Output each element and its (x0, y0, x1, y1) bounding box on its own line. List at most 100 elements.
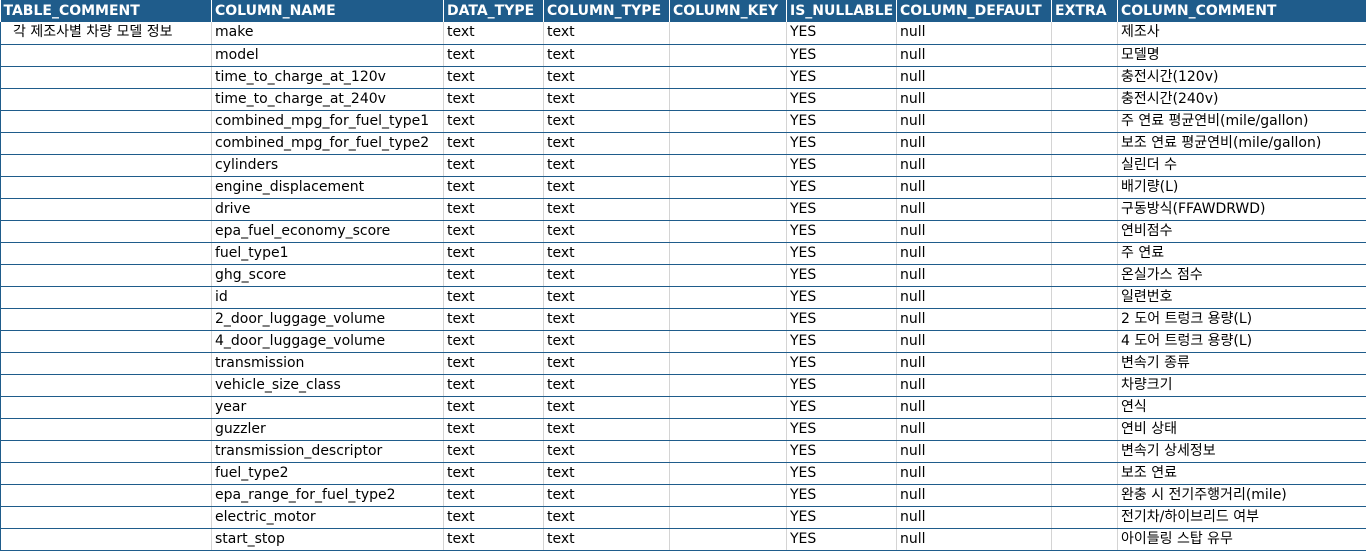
is-nullable-cell[interactable]: YES (787, 440, 897, 462)
column-comment-cell[interactable]: 제조사 (1118, 22, 1366, 44)
column-name-cell[interactable]: electric_motor (212, 506, 444, 528)
column-name-cell[interactable]: engine_displacement (212, 176, 444, 198)
column-name-cell[interactable]: combined_mpg_for_fuel_type2 (212, 132, 444, 154)
column-default-cell[interactable]: null (897, 132, 1052, 154)
table-comment-cell[interactable] (1, 44, 212, 66)
column-key-cell[interactable] (670, 352, 787, 374)
column-name-cell[interactable]: 4_door_luggage_volume (212, 330, 444, 352)
header-column-comment[interactable]: COLUMN_COMMENT (1118, 0, 1366, 22)
column-type-cell[interactable]: text (544, 176, 670, 198)
column-name-cell[interactable]: cylinders (212, 154, 444, 176)
column-default-cell[interactable]: null (897, 44, 1052, 66)
column-comment-cell[interactable]: 배기량(L) (1118, 176, 1366, 198)
column-comment-cell[interactable]: 주 연료 (1118, 242, 1366, 264)
column-key-cell[interactable] (670, 440, 787, 462)
column-comment-cell[interactable]: 완충 시 전기주행거리(mile) (1118, 484, 1366, 506)
column-default-cell[interactable]: null (897, 418, 1052, 440)
column-key-cell[interactable] (670, 22, 787, 44)
column-name-cell[interactable]: year (212, 396, 444, 418)
is-nullable-cell[interactable]: YES (787, 396, 897, 418)
column-key-cell[interactable] (670, 154, 787, 176)
is-nullable-cell[interactable]: YES (787, 154, 897, 176)
header-column-name[interactable]: COLUMN_NAME (212, 0, 444, 22)
column-default-cell[interactable]: null (897, 528, 1052, 550)
column-default-cell[interactable]: null (897, 264, 1052, 286)
column-comment-cell[interactable]: 보조 연료 (1118, 462, 1366, 484)
table-comment-cell[interactable] (1, 440, 212, 462)
extra-cell[interactable] (1052, 484, 1118, 506)
column-name-cell[interactable]: epa_range_for_fuel_type2 (212, 484, 444, 506)
table-comment-cell[interactable] (1, 66, 212, 88)
column-type-cell[interactable]: text (544, 264, 670, 286)
column-default-cell[interactable]: null (897, 506, 1052, 528)
extra-cell[interactable] (1052, 22, 1118, 44)
column-name-cell[interactable]: id (212, 286, 444, 308)
column-default-cell[interactable]: null (897, 88, 1052, 110)
extra-cell[interactable] (1052, 462, 1118, 484)
data-type-cell[interactable]: text (444, 242, 544, 264)
column-comment-cell[interactable]: 변속기 종류 (1118, 352, 1366, 374)
column-default-cell[interactable]: null (897, 440, 1052, 462)
column-type-cell[interactable]: text (544, 22, 670, 44)
extra-cell[interactable] (1052, 506, 1118, 528)
is-nullable-cell[interactable]: YES (787, 88, 897, 110)
column-type-cell[interactable]: text (544, 66, 670, 88)
data-type-cell[interactable]: text (444, 440, 544, 462)
table-comment-cell[interactable] (1, 484, 212, 506)
column-comment-cell[interactable]: 전기차/하이브리드 여부 (1118, 506, 1366, 528)
extra-cell[interactable] (1052, 330, 1118, 352)
extra-cell[interactable] (1052, 396, 1118, 418)
table-comment-cell[interactable] (1, 462, 212, 484)
column-default-cell[interactable]: null (897, 330, 1052, 352)
column-name-cell[interactable]: epa_fuel_economy_score (212, 220, 444, 242)
column-name-cell[interactable]: guzzler (212, 418, 444, 440)
column-default-cell[interactable]: null (897, 220, 1052, 242)
column-key-cell[interactable] (670, 110, 787, 132)
is-nullable-cell[interactable]: YES (787, 132, 897, 154)
column-default-cell[interactable]: null (897, 462, 1052, 484)
extra-cell[interactable] (1052, 110, 1118, 132)
extra-cell[interactable] (1052, 220, 1118, 242)
data-type-cell[interactable]: text (444, 528, 544, 550)
table-comment-cell[interactable] (1, 352, 212, 374)
column-default-cell[interactable]: null (897, 286, 1052, 308)
column-default-cell[interactable]: null (897, 484, 1052, 506)
is-nullable-cell[interactable]: YES (787, 220, 897, 242)
column-comment-cell[interactable]: 온실가스 점수 (1118, 264, 1366, 286)
table-comment-cell[interactable] (1, 220, 212, 242)
data-type-cell[interactable]: text (444, 88, 544, 110)
column-key-cell[interactable] (670, 242, 787, 264)
column-name-cell[interactable]: start_stop (212, 528, 444, 550)
column-name-cell[interactable]: 2_door_luggage_volume (212, 308, 444, 330)
column-default-cell[interactable]: null (897, 154, 1052, 176)
column-type-cell[interactable]: text (544, 506, 670, 528)
is-nullable-cell[interactable]: YES (787, 418, 897, 440)
is-nullable-cell[interactable]: YES (787, 44, 897, 66)
column-type-cell[interactable]: text (544, 462, 670, 484)
data-type-cell[interactable]: text (444, 330, 544, 352)
header-table-comment[interactable]: TABLE_COMMENT (1, 0, 212, 22)
table-comment-cell[interactable] (1, 264, 212, 286)
extra-cell[interactable] (1052, 198, 1118, 220)
column-default-cell[interactable]: null (897, 22, 1052, 44)
column-comment-cell[interactable]: 연비 상태 (1118, 418, 1366, 440)
column-type-cell[interactable]: text (544, 528, 670, 550)
column-default-cell[interactable]: null (897, 176, 1052, 198)
column-comment-cell[interactable]: 차량크기 (1118, 374, 1366, 396)
data-type-cell[interactable]: text (444, 66, 544, 88)
is-nullable-cell[interactable]: YES (787, 110, 897, 132)
header-data-type[interactable]: DATA_TYPE (444, 0, 544, 22)
column-comment-cell[interactable]: 4 도어 트렁크 용량(L) (1118, 330, 1366, 352)
is-nullable-cell[interactable]: YES (787, 22, 897, 44)
column-key-cell[interactable] (670, 220, 787, 242)
column-key-cell[interactable] (670, 308, 787, 330)
extra-cell[interactable] (1052, 242, 1118, 264)
data-type-cell[interactable]: text (444, 484, 544, 506)
data-type-cell[interactable]: text (444, 462, 544, 484)
is-nullable-cell[interactable]: YES (787, 462, 897, 484)
table-comment-cell[interactable] (1, 132, 212, 154)
data-type-cell[interactable]: text (444, 374, 544, 396)
is-nullable-cell[interactable]: YES (787, 176, 897, 198)
column-default-cell[interactable]: null (897, 374, 1052, 396)
column-key-cell[interactable] (670, 176, 787, 198)
